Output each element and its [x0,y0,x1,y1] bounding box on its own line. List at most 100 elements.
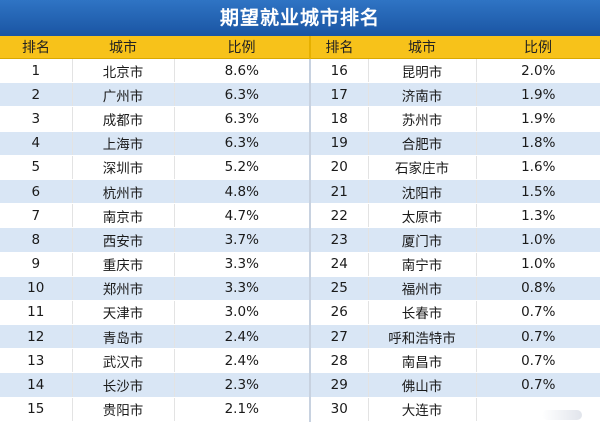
header-ratio-left: 比例 [174,36,310,59]
rank-cell: 14 [0,372,72,398]
rank-cell: 18 [309,106,368,132]
rank-cell: 15 [0,397,72,422]
city-cell: 沈阳市 [367,179,476,205]
city-cell: 长春市 [367,300,476,326]
rank-cell: 23 [309,227,368,253]
ratio-cell: 3.0% [173,300,310,326]
city-cell: 大连市 [367,397,476,422]
table-row: 6 杭州市 4.8% 21 沈阳市 1.5% [0,179,600,205]
ratio-cell: 1.9% [475,106,600,132]
rank-cell: 11 [0,300,72,326]
ratio-cell: 3.7% [173,227,310,253]
ratio-cell: 1.0% [475,227,600,253]
table-row: 4 上海市 6.3% 19 合肥市 1.8% [0,131,600,156]
city-cell: 南宁市 [367,252,476,277]
city-cell: 石家庄市 [367,155,476,180]
ratio-cell: 1.5% [475,179,600,205]
city-cell: 深圳市 [71,155,174,180]
ratio-cell: 2.4% [173,324,310,350]
city-cell: 武汉市 [71,348,174,374]
watermark-smudge [542,410,582,420]
ratio-cell: 3.3% [173,252,310,277]
city-cell: 青岛市 [71,324,174,350]
rank-cell: 17 [309,82,368,108]
rank-cell: 22 [309,203,368,229]
rank-cell: 2 [0,82,72,108]
ratio-cell [475,397,600,422]
ratio-cell: 1.8% [475,131,600,156]
rank-cell: 5 [0,155,72,180]
ratio-cell: 6.3% [173,131,310,156]
city-cell: 福州市 [367,276,476,301]
table-row: 11 天津市 3.0% 26 长春市 0.7% [0,300,600,326]
table-row: 15 贵阳市 2.1% 30 大连市 [0,397,600,422]
header-city-right: 城市 [368,36,476,59]
city-cell: 成都市 [71,106,174,132]
ratio-cell: 5.2% [173,155,310,180]
city-cell: 长沙市 [71,372,174,398]
ratio-cell: 2.3% [173,372,310,398]
rank-cell: 28 [309,348,368,374]
city-cell: 昆明市 [367,58,476,84]
city-cell: 郑州市 [71,276,174,301]
ratio-cell: 4.8% [173,179,310,205]
city-cell: 上海市 [71,131,174,156]
rank-cell: 8 [0,227,72,253]
header-city-left: 城市 [72,36,174,59]
rank-cell: 6 [0,179,72,205]
table-row: 14 长沙市 2.3% 29 佛山市 0.7% [0,372,600,398]
header-ratio-right: 比例 [476,36,600,59]
city-cell: 济南市 [367,82,476,108]
city-cell: 呼和浩特市 [367,324,476,350]
city-cell: 广州市 [71,82,174,108]
table-row: 1 北京市 8.6% 16 昆明市 2.0% [0,58,600,84]
rank-cell: 19 [309,131,368,156]
rank-cell: 24 [309,252,368,277]
header-rank-left: 排名 [0,36,72,59]
ratio-cell: 0.7% [475,300,600,326]
city-cell: 西安市 [71,227,174,253]
ratio-cell: 0.7% [475,348,600,374]
rank-cell: 25 [309,276,368,301]
ratio-cell: 6.3% [173,106,310,132]
city-cell: 北京市 [71,58,174,84]
city-cell: 苏州市 [367,106,476,132]
city-cell: 太原市 [367,203,476,229]
rank-cell: 30 [309,397,368,422]
city-cell: 南京市 [71,203,174,229]
table-row: 10 郑州市 3.3% 25 福州市 0.8% [0,276,600,301]
rank-cell: 9 [0,252,72,277]
header-rank-right: 排名 [309,36,368,59]
ratio-cell: 8.6% [173,58,310,84]
rank-cell: 29 [309,372,368,398]
rank-cell: 10 [0,276,72,301]
city-cell: 贵阳市 [71,397,174,422]
city-cell: 南昌市 [367,348,476,374]
table-row: 13 武汉市 2.4% 28 南昌市 0.7% [0,348,600,374]
city-cell: 杭州市 [71,179,174,205]
ratio-cell: 2.0% [475,58,600,84]
table-row: 3 成都市 6.3% 18 苏州市 1.9% [0,106,600,132]
ratio-cell: 1.3% [475,203,600,229]
city-cell: 佛山市 [367,372,476,398]
page-title: 期望就业城市排名 [0,0,600,36]
city-cell: 厦门市 [367,227,476,253]
table-body: 1 北京市 8.6% 16 昆明市 2.0% 2 广州市 6.3% 17 济南市 1.9% 3 成都市 6.… [0,58,600,422]
table-row: 5 深圳市 5.2% 20 石家庄市 1.6% [0,155,600,180]
rank-cell: 16 [309,58,368,84]
city-ranking-table: 排名 城市 比例 排名 城市 比例 1 北京市 8.6% 16 昆明市 2.0% 2 广州市 6… [0,36,600,422]
rank-cell: 1 [0,58,72,84]
rank-cell: 7 [0,203,72,229]
table-row: 8 西安市 3.7% 23 厦门市 1.0% [0,227,600,253]
table-row: 7 南京市 4.7% 22 太原市 1.3% [0,203,600,229]
rank-cell: 27 [309,324,368,350]
city-cell: 天津市 [71,300,174,326]
table-row: 9 重庆市 3.3% 24 南宁市 1.0% [0,252,600,277]
ratio-cell: 0.7% [475,324,600,350]
table-row: 12 青岛市 2.4% 27 呼和浩特市 0.7% [0,324,600,350]
rank-cell: 13 [0,348,72,374]
rank-cell: 20 [309,155,368,180]
ratio-cell: 1.6% [475,155,600,180]
table-row: 2 广州市 6.3% 17 济南市 1.9% [0,82,600,108]
